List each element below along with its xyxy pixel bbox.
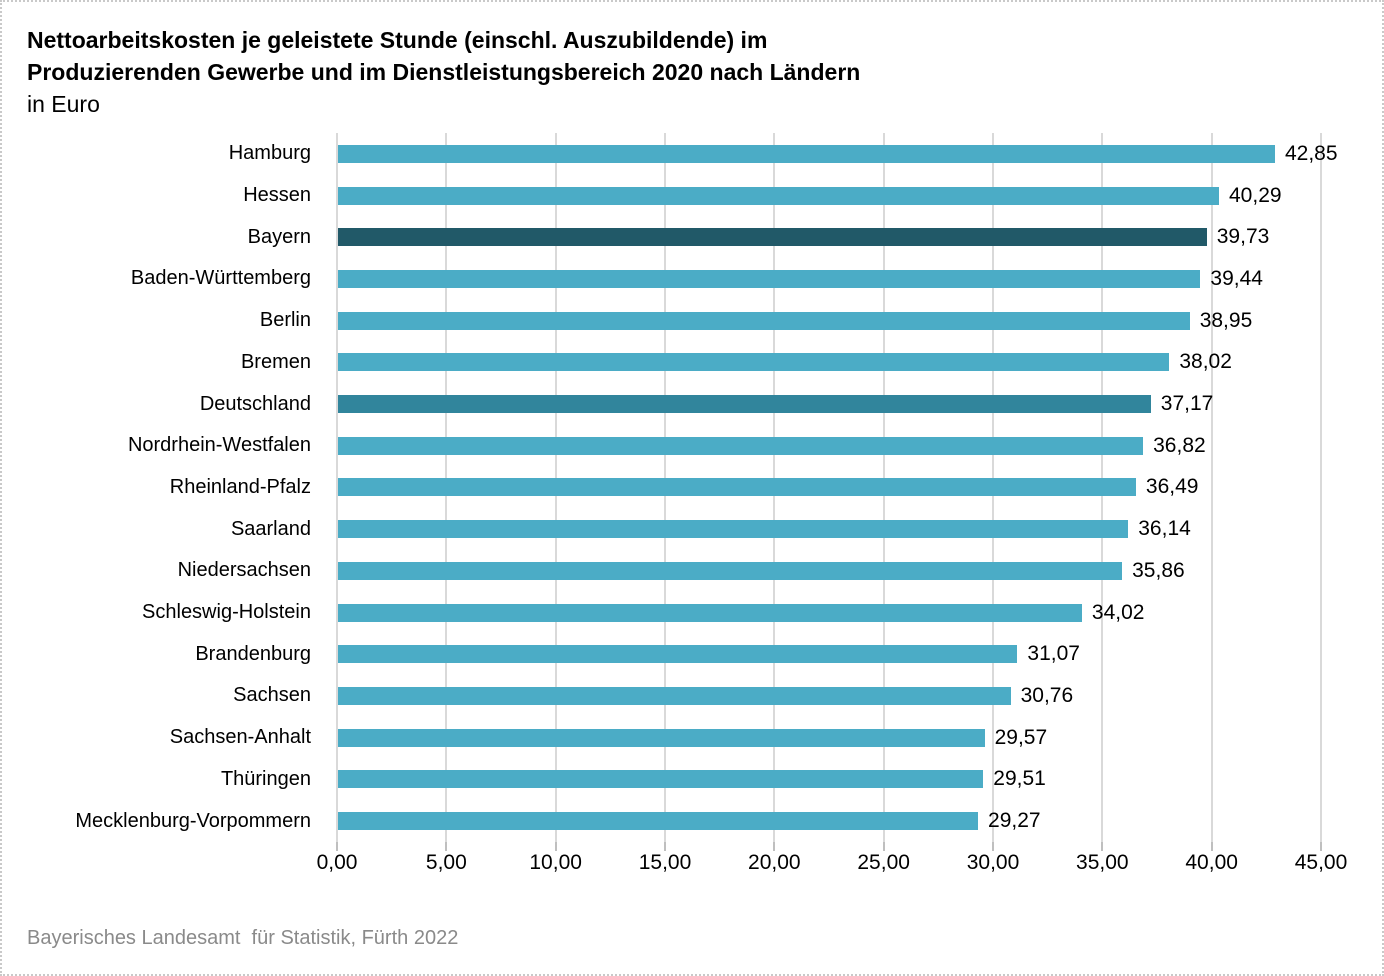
bar-segment (338, 478, 1136, 497)
value-label: 35,86 (1132, 558, 1185, 582)
x-axis-tick-label: 35,00 (1076, 851, 1129, 874)
bar-segment (338, 812, 979, 831)
bar-segment (338, 686, 1011, 705)
source-note: Bayerisches Landesamt für Statistik, Für… (27, 927, 459, 949)
value-label: 30,76 (1020, 683, 1074, 707)
axis-tick (773, 842, 776, 851)
gridline (1210, 133, 1213, 842)
bar-segment (338, 269, 1201, 288)
category-label: Rheinland-Pfalz (169, 475, 311, 498)
category-label: Bremen (240, 350, 311, 373)
x-axis-tick-label: 5,00 (425, 851, 467, 874)
bar-segment (338, 353, 1170, 372)
value-label: 37,17 (1160, 392, 1214, 416)
value-label: 29,51 (993, 767, 1046, 791)
gridline (1320, 133, 1322, 842)
value-label: 38,95 (1199, 308, 1253, 332)
category-label: Deutschland (199, 392, 311, 415)
chart-title-line-1: Nettoarbeitskosten je geleistete Stunde … (27, 27, 768, 53)
value-label: 42,85 (1284, 141, 1338, 165)
x-axis-tick-label: 10,00 (529, 851, 582, 874)
x-axis-tick-label: 45,00 (1294, 851, 1348, 874)
bar-segment (338, 311, 1190, 330)
x-axis-tick-label: 25,00 (857, 851, 910, 874)
category-label: Thüringen (220, 767, 311, 790)
value-label: 31,07 (1027, 642, 1080, 666)
category-label: Hessen (243, 184, 311, 207)
bar-segment (338, 770, 984, 789)
bar-segment (338, 728, 985, 747)
bar-segment (338, 645, 1018, 664)
category-label: Baden-Württemberg (130, 267, 311, 290)
axis-tick (882, 842, 885, 851)
category-label: Niedersachsen (177, 559, 311, 582)
category-label: Brandenburg (195, 642, 311, 665)
category-label: Mecklenburg-Vorpommern (75, 809, 311, 832)
value-label: 38,02 (1179, 350, 1232, 374)
value-label: 36,49 (1145, 475, 1199, 499)
category-label: Nordrhein-Westfalen (127, 434, 311, 457)
x-axis-tick-label: 40,00 (1185, 851, 1238, 874)
bar-segment (338, 520, 1129, 539)
category-label: Schleswig-Holstein (142, 601, 311, 624)
value-label: 39,73 (1216, 225, 1270, 249)
value-label: 29,27 (988, 809, 1041, 833)
bar-segment (338, 561, 1123, 580)
x-axis-tick-label: 15,00 (638, 851, 692, 874)
axis-tick (336, 842, 338, 851)
axis-tick (554, 842, 557, 851)
value-label: 29,57 (994, 725, 1048, 749)
x-axis-tick-label: 0,00 (316, 851, 358, 874)
axis-tick (1320, 842, 1322, 851)
category-label: Sachsen (233, 684, 311, 707)
value-label: 39,44 (1210, 266, 1263, 290)
bar-segment (338, 186, 1219, 205)
chart-title-block: Nettoarbeitskosten je geleistete Stunde … (27, 24, 860, 120)
chart-subtitle: in Euro (27, 91, 100, 117)
value-label: 36,82 (1153, 433, 1206, 457)
axis-tick (992, 842, 994, 851)
axis-tick (664, 842, 666, 851)
category-label: Bayern (247, 225, 311, 248)
axis-tick (445, 842, 448, 851)
value-label: 40,29 (1229, 183, 1282, 207)
bar-segment (338, 603, 1082, 622)
x-axis-tick-label: 30,00 (966, 851, 1020, 874)
bar-bayern (338, 228, 1207, 247)
category-label: Saarland (230, 517, 311, 540)
x-axis-tick-label: 20,00 (748, 851, 801, 874)
category-label: Hamburg (228, 142, 311, 165)
axis-tick (1101, 842, 1104, 851)
gridline (336, 133, 338, 842)
bar-segment (338, 144, 1275, 163)
category-label: Sachsen-Anhalt (169, 726, 311, 749)
bar-segment (338, 436, 1144, 455)
axis-tick (1210, 842, 1213, 851)
value-label: 36,14 (1138, 517, 1191, 541)
bar-deutschland (338, 395, 1151, 414)
chart-title-line-2: Produzierenden Gewerbe und im Dienstleis… (27, 59, 861, 85)
value-label: 34,02 (1091, 600, 1145, 624)
category-label: Berlin (259, 309, 311, 332)
